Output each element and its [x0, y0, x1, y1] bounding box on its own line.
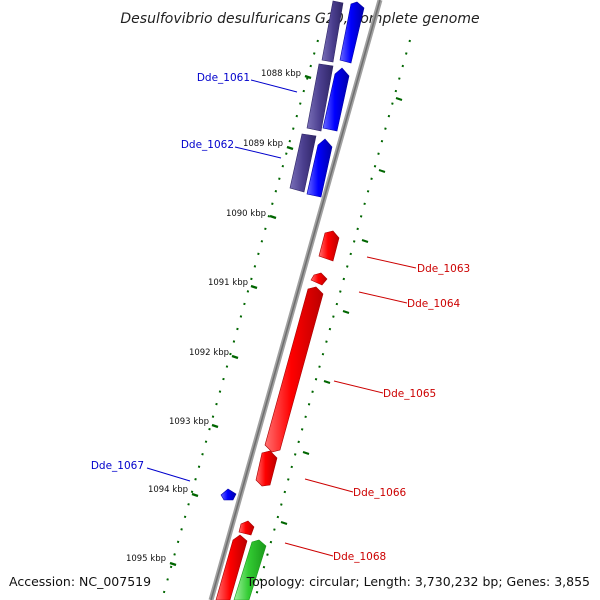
inner-major-ticks	[169, 74, 312, 567]
cds-arrow	[339, 1, 365, 64]
inner-tick-ring	[162, 39, 319, 597]
gene-label-dde-1062: Dde_1062	[181, 139, 234, 151]
tick-label-1095: 1095 kbp	[126, 554, 166, 564]
cds-arrow-dde-1068	[238, 520, 255, 536]
cog-block	[306, 63, 334, 132]
outer-tick-ring	[255, 39, 411, 597]
tick-label-1088: 1088 kbp	[261, 69, 301, 79]
cds-arrow	[215, 534, 248, 600]
outer-major-ticks	[280, 97, 403, 525]
gene-labels: Dde_1061 Dde_1062 Dde_1063 Dde_1064 Dde_…	[91, 72, 470, 563]
tick-label-1089: 1089 kbp	[243, 139, 283, 149]
tick-label-1090: 1090 kbp	[226, 209, 266, 219]
green-feature-block	[233, 539, 267, 600]
cog-block	[321, 0, 344, 63]
gene-label-dde-1065: Dde_1065	[383, 388, 436, 400]
tick-label-1093: 1093 kbp	[169, 417, 209, 427]
cds-arrow-dde-1064	[310, 272, 328, 286]
gene-label-dde-1068: Dde_1068	[333, 551, 386, 563]
accession-text: Accession: NC_007519	[9, 574, 152, 589]
reverse-cds-top	[306, 1, 365, 198]
gene-label-dde-1064: Dde_1064	[407, 298, 461, 310]
cds-arrow-dde-1062	[306, 138, 333, 198]
gene-label-dde-1063: Dde_1063	[417, 263, 470, 275]
cds-arrow-dde-1065	[264, 286, 324, 453]
forward-cds	[215, 230, 340, 600]
cog-block	[289, 133, 317, 193]
gene-label-dde-1067: Dde_1067	[91, 460, 144, 472]
tick-label-1091: 1091 kbp	[208, 278, 248, 288]
tick-label-1094: 1094 kbp	[148, 485, 188, 495]
gene-leader-lines	[146, 79, 417, 557]
cog-track	[289, 0, 344, 193]
cds-arrow-dde-1066	[255, 450, 278, 487]
gene-label-dde-1061: Dde_1061	[197, 72, 250, 84]
map-title: Desulfovibrio desulfuricans G20, complet…	[120, 11, 479, 27]
scale-labels: 1088 kbp 1089 kbp 1090 kbp 1091 kbp 1092…	[126, 69, 301, 564]
cds-arrow-dde-1063	[318, 230, 340, 262]
genome-backbone-core	[210, 0, 381, 600]
gene-label-dde-1066: Dde_1066	[353, 487, 407, 499]
cds-arrow-dde-1061	[322, 67, 350, 132]
tick-label-1092: 1092 kbp	[189, 348, 229, 358]
genome-summary-text: Topology: circular; Length: 3,730,232 bp…	[246, 574, 590, 589]
cds-arrow-dde-1067	[220, 488, 237, 501]
